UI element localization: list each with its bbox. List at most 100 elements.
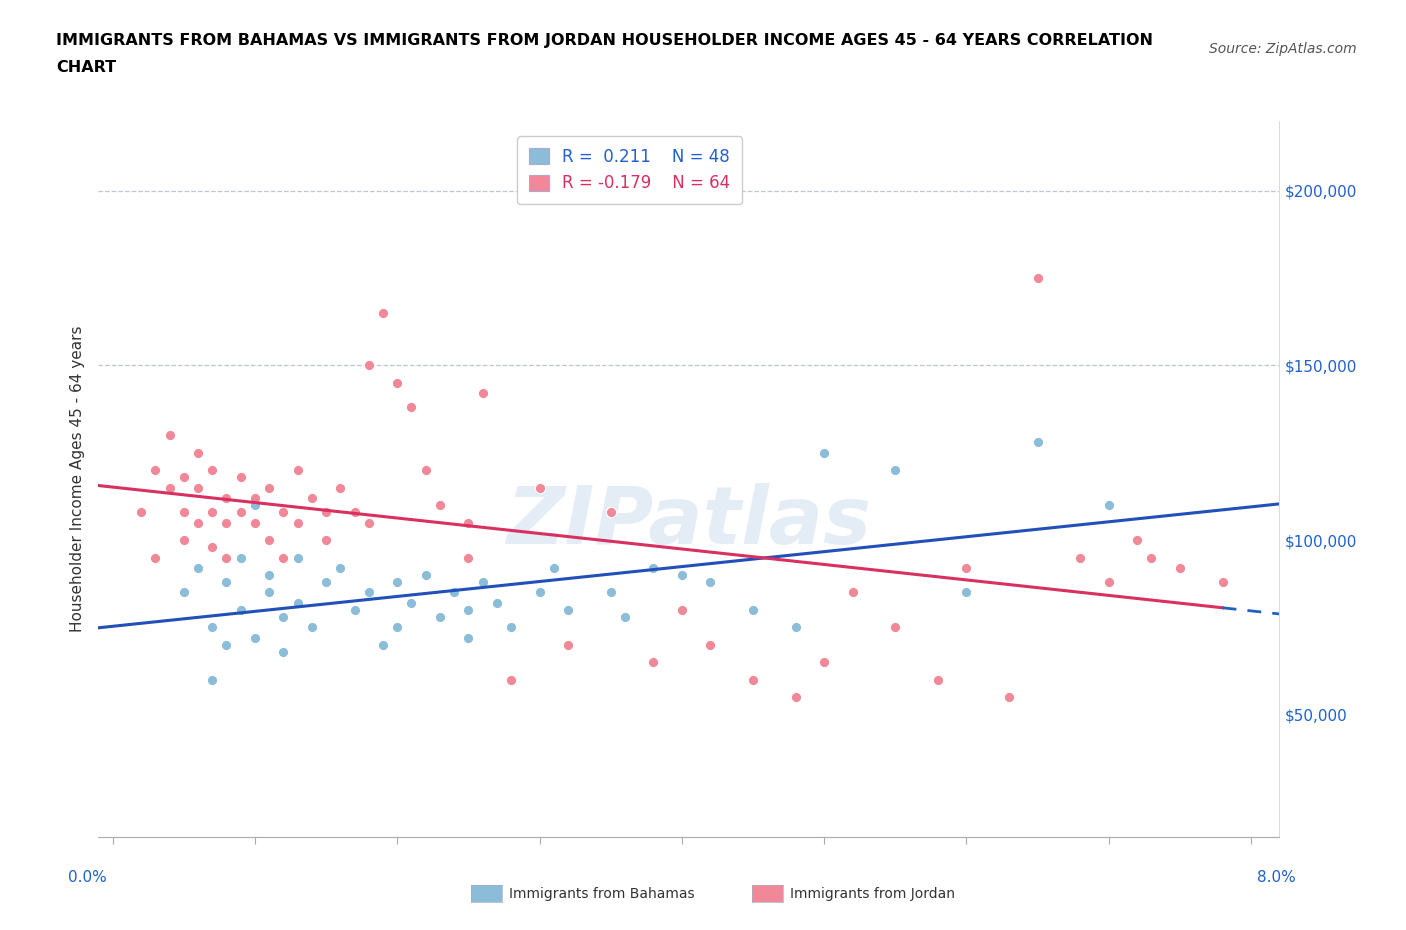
Point [613,609,636,624]
Point [599,505,621,520]
Point [329,480,352,495]
Point [643,655,665,670]
Point [1026,435,1049,450]
Point [257,480,280,495]
Point [201,620,224,635]
Point [287,551,309,565]
Point [699,575,721,590]
Point [343,603,366,618]
Legend: R =  0.211    N = 48, R = -0.179    N = 64: R = 0.211 N = 48, R = -0.179 N = 64 [517,137,742,204]
Point [273,551,295,565]
Point [415,567,437,582]
Point [159,480,181,495]
Point [315,575,337,590]
Point [273,505,295,520]
Point [841,585,863,600]
Point [387,620,409,635]
Point [387,575,409,590]
Point [471,575,494,590]
Point [998,690,1021,705]
Point [813,445,835,460]
Point [499,672,522,687]
Point [557,603,579,618]
Point [1026,271,1049,286]
Point [201,505,224,520]
Point [457,515,479,530]
Point [201,539,224,554]
Point [187,561,209,576]
Point [387,376,409,391]
Point [257,533,280,548]
Point [229,470,252,485]
Point [429,609,451,624]
Point [401,595,423,610]
Text: 8.0%: 8.0% [1257,870,1296,884]
Point [884,463,907,478]
Point [187,515,209,530]
Point [884,620,907,635]
Point [201,672,224,687]
Point [529,480,551,495]
Text: ZIPatlas: ZIPatlas [506,483,872,561]
Point [529,585,551,600]
Point [173,585,195,600]
Point [785,690,807,705]
Point [257,567,280,582]
Point [1140,551,1163,565]
Point [173,533,195,548]
Point [229,551,252,565]
Point [243,515,266,530]
Point [229,603,252,618]
Y-axis label: Householder Income Ages 45 - 64 years: Householder Income Ages 45 - 64 years [69,326,84,632]
Point [201,463,224,478]
Point [173,505,195,520]
Point [742,672,765,687]
Point [557,637,579,652]
Point [457,603,479,618]
Point [1098,575,1121,590]
Point [415,463,437,478]
Text: Immigrants from Bahamas: Immigrants from Bahamas [509,886,695,901]
Point [215,515,238,530]
Point [357,585,380,600]
Point [599,585,621,600]
Point [1126,533,1149,548]
Point [257,585,280,600]
Text: Immigrants from Jordan: Immigrants from Jordan [790,886,955,901]
Point [243,491,266,506]
Point [343,505,366,520]
Point [1098,498,1121,512]
Point [357,358,380,373]
Point [301,620,323,635]
Point [315,505,337,520]
Point [785,620,807,635]
Point [671,603,693,618]
Point [143,551,166,565]
Point [215,551,238,565]
Point [301,491,323,506]
Point [215,575,238,590]
Point [215,491,238,506]
Point [742,603,765,618]
Point [187,445,209,460]
Point [955,585,977,600]
Point [315,533,337,548]
Point [1168,561,1191,576]
Text: Source: ZipAtlas.com: Source: ZipAtlas.com [1209,42,1357,56]
Point [329,561,352,576]
Point [543,561,565,576]
Point [143,463,166,478]
Point [1212,575,1234,590]
Point [429,498,451,512]
Point [273,609,295,624]
Point [273,644,295,659]
Point [357,515,380,530]
Point [159,428,181,443]
Point [499,620,522,635]
Point [229,505,252,520]
Point [457,631,479,645]
Point [699,637,721,652]
Point [955,561,977,576]
Point [187,480,209,495]
Point [485,595,508,610]
